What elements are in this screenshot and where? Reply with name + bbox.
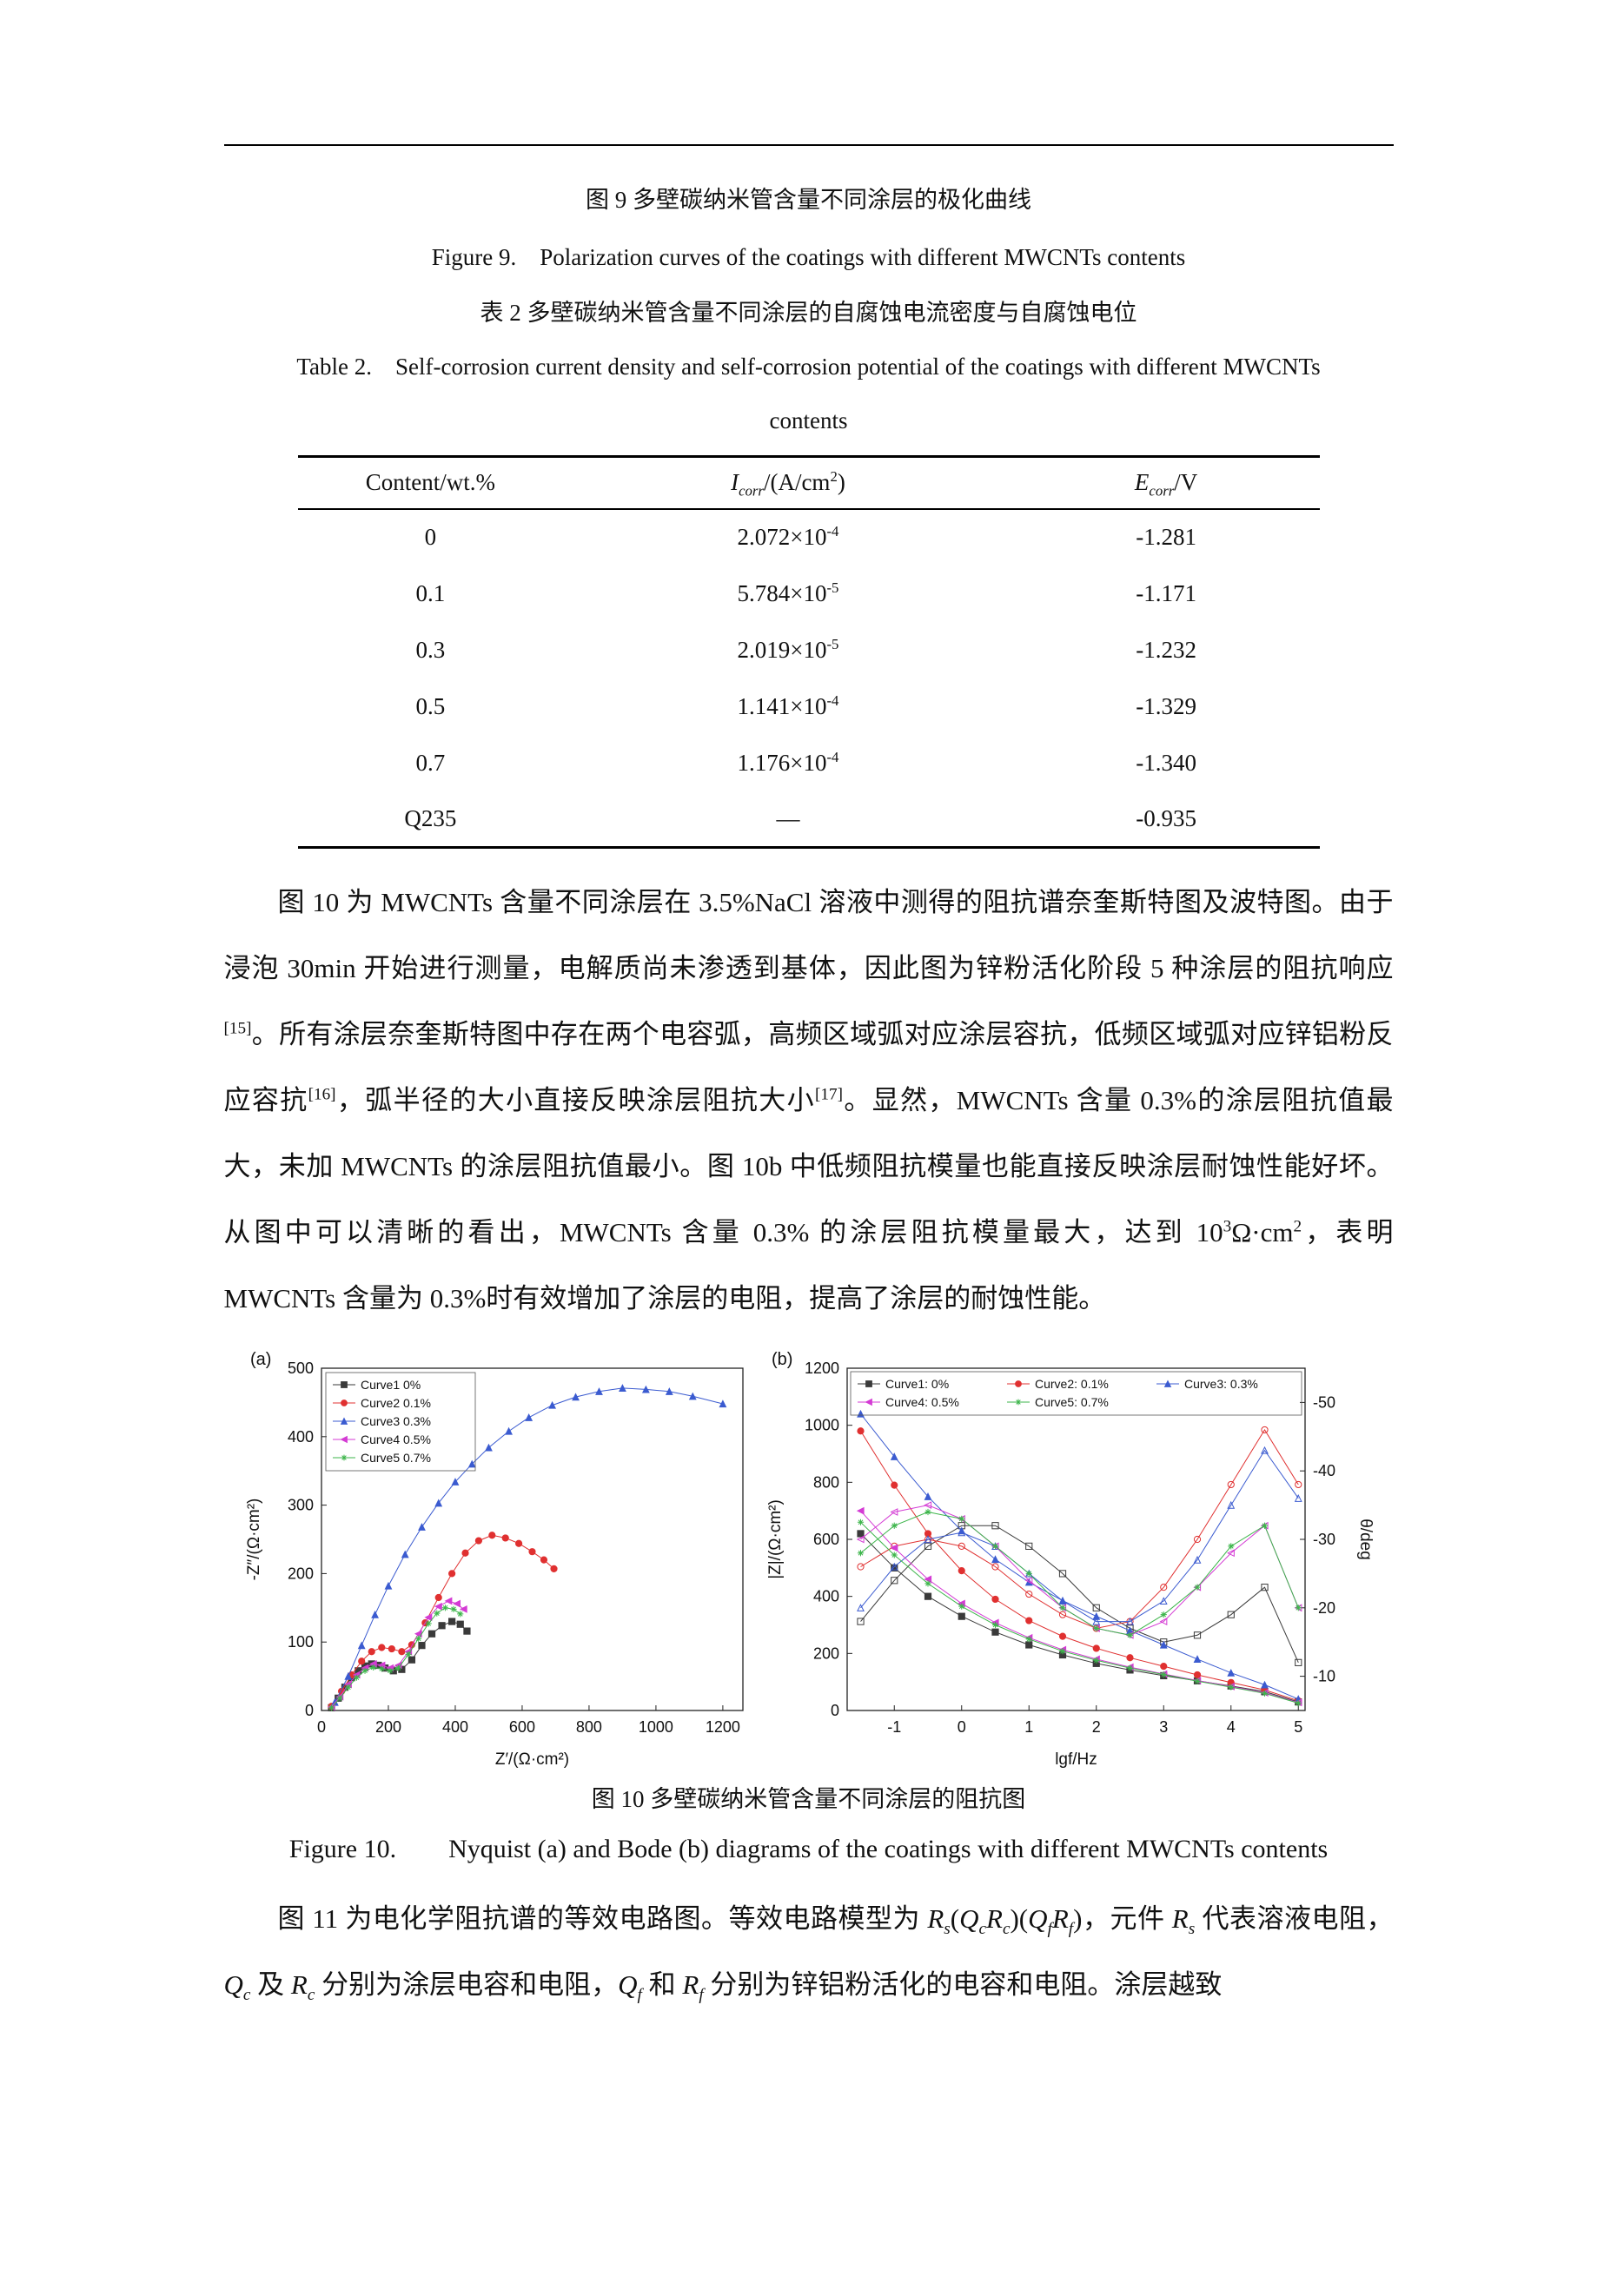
table2-header-cell: Ecorr/V [1012,456,1320,510]
table2: Content/wt.% Icorr/(A/cm2) Ecorr/V 0 2.072×… [297,455,1320,849]
table2-row: Q235 — -0.935 [298,791,1320,848]
svg-text:600: 600 [508,1718,534,1736]
svg-text:θ/deg: θ/deg [1356,1519,1373,1560]
table2-cell: 2.019×10-5 [737,635,839,663]
svg-text:Curve4: 0.5%: Curve4: 0.5% [885,1395,959,1409]
svg-text:800: 800 [812,1473,838,1491]
table2-cell: 0.7 [415,749,446,776]
svg-text:0: 0 [830,1702,838,1719]
svg-text:2: 2 [1091,1718,1100,1736]
figure10-charts: (a) 0 200 400 600 800 1000 1200 0 100 200 300 400 500… [224,1344,1394,1778]
figure10-caption-en: Figure 10. Nyquist (a) and Bode (b) diag… [288,1835,1329,1863]
svg-text:Curve5 0.7%: Curve5 0.7% [361,1451,431,1465]
table2-cell: -1.232 [1136,636,1196,663]
table2-cell: -0.935 [1136,804,1196,831]
svg-text:(a): (a) [250,1350,271,1369]
svg-text:Curve5: 0.7%: Curve5: 0.7% [1035,1395,1109,1409]
svg-text:5: 5 [1294,1718,1302,1736]
svg-text:200: 200 [374,1718,401,1736]
table2-row: 0.7 1.176×10-4 -1.340 [298,735,1320,791]
svg-text:0: 0 [957,1718,965,1736]
svg-text:300: 300 [287,1497,313,1514]
svg-text:400: 400 [441,1718,467,1736]
svg-text:Curve3 0.3%: Curve3 0.3% [361,1414,431,1428]
paragraph-impedance-discussion: 图 10 为 MWCNTs 含量不同涂层在 3.5%NaCl 溶液中测得的阻抗谱… [223,887,1394,1313]
paragraph-equivalent-circuit: 图 11 为电化学阻抗谱的等效电路图。等效电路模型为 Rs(QcRc)(QfRf… [223,1903,1394,2005]
table2-cell: — [776,804,800,831]
svg-text:800: 800 [575,1718,601,1736]
svg-text:|Z|/(Ω·cm²): |Z|/(Ω·cm²) [766,1499,785,1579]
table2-cell: 1.176×10-4 [737,748,839,776]
table2-caption-en-line1: Table 2. Self-corrosion current density … [296,354,1321,380]
table2-header-cell: Content/wt.% [297,456,564,510]
svg-text:Curve1 0%: Curve1 0% [361,1378,421,1392]
svg-text:Curve2 0.1%: Curve2 0.1% [361,1396,431,1410]
table2-cell: 0.3 [415,636,446,663]
svg-text:Curve2: 0.1%: Curve2: 0.1% [1035,1377,1109,1391]
table2-header-row: Content/wt.% Icorr/(A/cm2) Ecorr/V [297,456,1320,510]
svg-text:0: 0 [316,1718,325,1736]
table2-row: 0.5 1.141×10-4 -1.329 [298,678,1320,735]
svg-text:-10: -10 [1313,1668,1335,1685]
table2-cell: 5.784×10-5 [737,579,839,606]
table2-head: Content/wt.% Icorr/(A/cm2) Ecorr/V [297,456,1320,510]
table2-row: 0.3 2.019×10-5 -1.232 [298,622,1320,678]
svg-text:500: 500 [287,1360,313,1377]
svg-text:-40: -40 [1313,1462,1335,1479]
svg-text:(b): (b) [772,1350,792,1369]
table2-caption-en-line2: contents [769,407,848,433]
svg-text:-1: -1 [887,1718,901,1736]
svg-text:-50: -50 [1313,1393,1335,1411]
table2-cell: 0.5 [415,692,446,719]
svg-text:1200: 1200 [804,1360,838,1377]
svg-text:1000: 1000 [804,1417,838,1434]
header-rule [223,144,1394,146]
svg-text:0: 0 [304,1702,313,1719]
svg-text:1: 1 [1024,1718,1033,1736]
table2-cell: -1.329 [1136,692,1196,719]
nyquist-chart: (a) 0 200 400 600 800 1000 1200 0 100 200 300 400 500… [245,1350,744,1769]
svg-text:100: 100 [287,1633,313,1651]
bode-chart: (b)-1 0 1 2 3 4 5020040060080010001200-50-40-3… [766,1350,1373,1769]
table2-cell: -1.281 [1136,524,1196,550]
svg-text:600: 600 [812,1531,838,1548]
table2-body: 0 2.072×10-4 -1.281 0.1 5.784×10-5 -1.171 0.3 2… [298,509,1320,848]
table2-row: 0.1 5.784×10-5 -1.171 [298,566,1320,622]
table2-cell: 0 [424,524,437,550]
table2-row: 0 2.072×10-4 -1.281 [298,509,1320,566]
svg-text:200: 200 [287,1565,313,1582]
table2-cell: 2.072×10-4 [737,523,839,550]
table2-cell: 1.141×10-4 [737,691,839,719]
table2-header-cell: Icorr/(A/cm2) [563,456,1013,510]
table2-caption-cn: 表 2 多壁碳纳米管含量不同涂层的自腐蚀电流密度与自腐蚀电位 [480,300,1137,326]
table2-cell: Q235 [404,804,457,831]
table2-cell: -1.340 [1136,749,1196,776]
svg-text:4: 4 [1226,1718,1235,1736]
svg-text:400: 400 [812,1588,838,1605]
svg-text:-30: -30 [1313,1531,1335,1548]
page-content: 图 9 多壁碳纳米管含量不同涂层的极化曲线 Figure 9. Polariza… [223,144,1394,2018]
table2-cell: -1.171 [1136,579,1196,606]
svg-text:200: 200 [812,1644,838,1662]
table2-cell: 0.1 [415,579,446,606]
svg-text:1200: 1200 [705,1718,739,1736]
svg-text:Z′/(Ω·cm²): Z′/(Ω·cm²) [494,1750,568,1769]
figure10-caption-cn: 图 10 多壁碳纳米管含量不同涂层的阻抗图 [591,1786,1026,1812]
svg-text:Curve4 0.5%: Curve4 0.5% [361,1433,431,1446]
svg-text:400: 400 [287,1428,313,1446]
svg-text:Curve3: 0.3%: Curve3: 0.3% [1184,1377,1258,1391]
svg-text:Curve1: 0%: Curve1: 0% [885,1377,949,1391]
figure9-caption-en: Figure 9. Polarization curves of the coa… [431,244,1186,270]
svg-text:lgf/Hz: lgf/Hz [1055,1750,1097,1769]
svg-text:1000: 1000 [638,1718,673,1736]
svg-text:3: 3 [1159,1718,1168,1736]
figure9-caption-cn: 图 9 多壁碳纳米管含量不同涂层的极化曲线 [586,187,1031,213]
svg-text:-Z″/(Ω·cm²): -Z″/(Ω·cm²) [245,1499,263,1581]
svg-text:-20: -20 [1313,1599,1335,1617]
